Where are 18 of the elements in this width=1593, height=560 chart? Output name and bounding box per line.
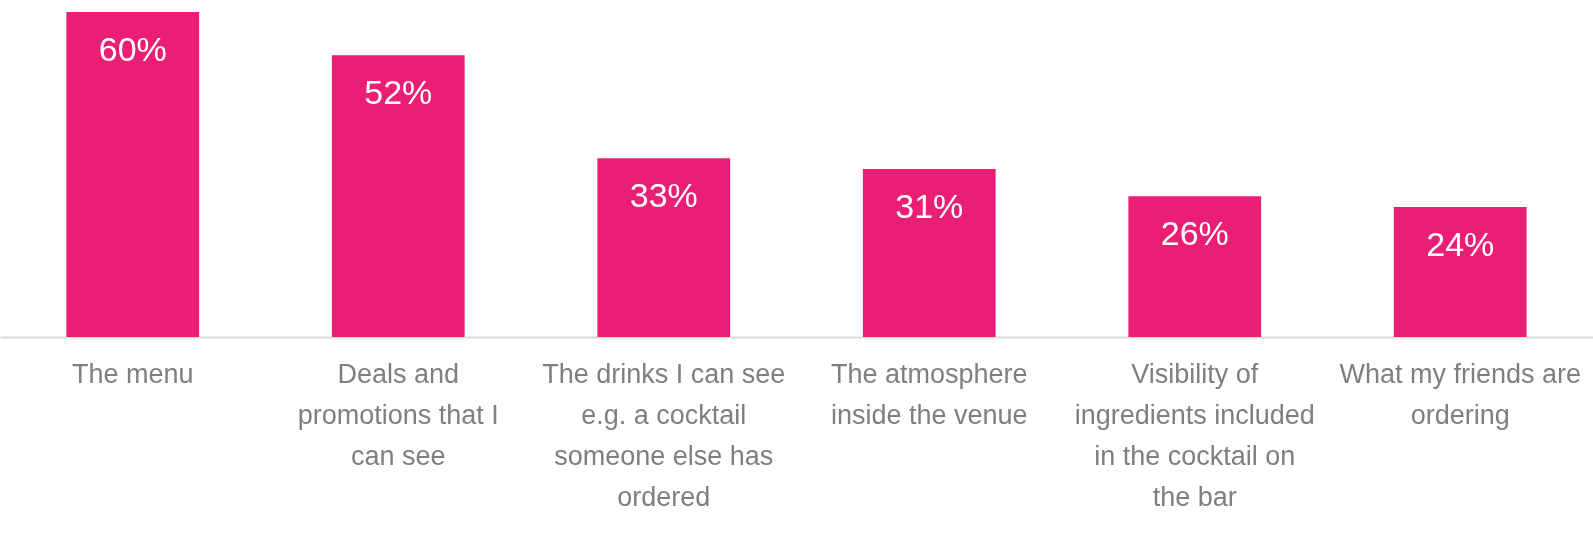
x-tick-label: Visibility of ingredients included in the cocktail on the bar	[1074, 358, 1315, 512]
bar	[331, 55, 465, 337]
bar	[597, 158, 731, 337]
x-tick-label: Deals and promotions that I can see	[297, 358, 499, 471]
bar	[1393, 207, 1527, 337]
data-label: 24%	[1426, 225, 1495, 263]
x-tick-label: The drinks I can see e.g. a cocktail someone else has ordered	[542, 358, 786, 512]
data-label: 52%	[364, 73, 433, 112]
x-tick-label: What my friends are ordering	[1339, 358, 1582, 430]
data-label: 33%	[629, 176, 698, 215]
data-label: 60%	[98, 30, 167, 68]
x-tick-label: The menu	[71, 358, 194, 389]
bar	[66, 12, 200, 337]
data-label: 26%	[1160, 214, 1229, 253]
x-tick-label: The atmosphere inside the venue	[830, 358, 1028, 430]
bar	[862, 169, 996, 337]
data-label: 31%	[895, 187, 964, 226]
bar	[1128, 196, 1262, 337]
